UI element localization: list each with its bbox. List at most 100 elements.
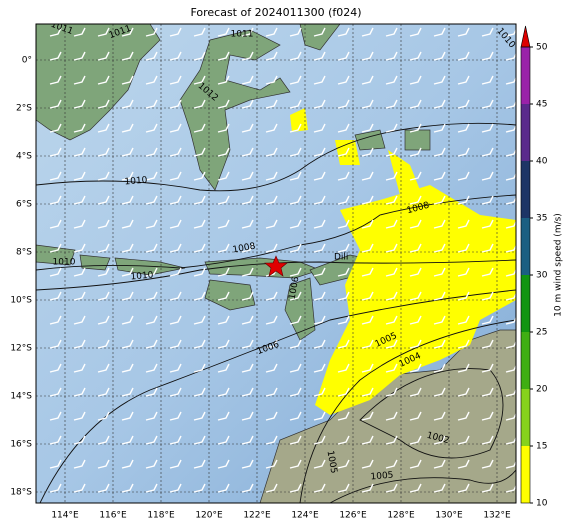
colorbar-segment — [521, 161, 530, 218]
wind-barb — [169, 99, 182, 109]
wind-barb — [241, 219, 254, 229]
wind-barb — [73, 51, 86, 61]
wind-barb — [169, 123, 182, 133]
colorbar-tick-label: 50 — [536, 43, 548, 53]
wind-barb — [241, 99, 254, 109]
wind-barb — [505, 100, 516, 109]
wind-barb — [145, 27, 158, 37]
wind-barb — [241, 291, 254, 301]
wind-barb — [145, 99, 158, 109]
wind-barb — [505, 28, 516, 37]
wind-barb — [73, 267, 86, 277]
wind-barb — [289, 363, 302, 373]
lon-label: 124°E — [291, 511, 319, 521]
wind-barb — [265, 483, 278, 493]
wind-barb — [121, 435, 134, 445]
wind-barb — [433, 363, 446, 373]
wind-barb — [337, 483, 350, 493]
lon-label: 120°E — [195, 511, 223, 521]
wind-barb — [313, 315, 326, 325]
wind-barb — [97, 411, 110, 421]
wind-barb — [337, 123, 350, 133]
wind-barb — [385, 411, 398, 421]
wind-barb — [145, 195, 158, 205]
wind-barb — [121, 459, 134, 469]
wind-barb — [409, 195, 422, 205]
wind-barb — [409, 387, 422, 397]
wind-barb — [289, 147, 302, 157]
wind-barb — [289, 171, 302, 181]
wind-barb — [313, 339, 326, 349]
wind-barb — [505, 148, 516, 157]
wind-barb — [265, 339, 278, 349]
wind-barb — [361, 483, 374, 493]
wind-barb — [337, 243, 350, 253]
wind-barb — [361, 435, 374, 445]
wind-barb — [97, 123, 110, 133]
wind-barb — [241, 51, 254, 61]
wind-barb — [241, 267, 254, 277]
colorbar-segment — [521, 218, 530, 275]
wind-barb — [409, 75, 422, 85]
wind-barb — [169, 459, 182, 469]
wind-barb — [49, 435, 62, 445]
colorbar-tick-label: 10 — [536, 499, 548, 509]
wind-barb — [337, 147, 350, 157]
wind-barb — [217, 27, 230, 37]
wind-barb — [433, 387, 446, 397]
wind-barb — [145, 75, 158, 85]
wind-barb — [121, 171, 134, 181]
wind-barb — [121, 147, 134, 157]
wind-barb — [73, 27, 86, 37]
wind-barb — [457, 51, 470, 61]
wind-barb — [49, 339, 62, 349]
wind-barb — [505, 172, 516, 181]
wind-barb — [265, 99, 278, 109]
wind-barb — [361, 243, 374, 253]
contour-label: 1010 — [124, 175, 148, 187]
wind-barb — [409, 435, 422, 445]
wind-barb — [73, 75, 86, 85]
lon-label: 132°E — [483, 511, 511, 521]
wind-barb — [481, 147, 494, 157]
lon-label: 128°E — [387, 511, 415, 521]
wind-barb — [505, 364, 516, 373]
contour-label: 1005 — [325, 450, 339, 474]
wind-barb — [337, 27, 350, 37]
wind-barb — [313, 411, 326, 421]
wind-barb — [409, 147, 422, 157]
wind-barb — [193, 315, 206, 325]
wind-barb — [433, 315, 446, 325]
wind-barb — [217, 51, 230, 61]
wind-barb — [433, 459, 446, 469]
wind-barb — [217, 459, 230, 469]
wind-barb — [49, 387, 62, 397]
wind-barb — [97, 99, 110, 109]
wind-barb — [433, 291, 446, 301]
lon-label: 116°E — [99, 511, 127, 521]
wind-barb — [121, 99, 134, 109]
wind-barb — [313, 75, 326, 85]
wind-barb — [481, 75, 494, 85]
contour-label: 1010 — [130, 270, 154, 282]
wind-barb — [145, 483, 158, 493]
wind-barb — [337, 435, 350, 445]
wind-barb — [73, 483, 86, 493]
wind-barb — [265, 459, 278, 469]
colorbar-extend — [520, 25, 531, 48]
isobars — [36, 122, 516, 503]
wind-barb — [145, 51, 158, 61]
wind-barb — [217, 435, 230, 445]
wind-barb — [433, 75, 446, 85]
wind-barb — [433, 123, 446, 133]
wind-barb — [73, 315, 86, 325]
wind-barb — [265, 315, 278, 325]
wind-barb — [505, 460, 516, 469]
wind-barb — [265, 147, 278, 157]
contour-label: 1011 — [231, 30, 254, 40]
wind-barb — [193, 483, 206, 493]
colorbar-tick-label: 45 — [536, 100, 547, 110]
wind-barb — [121, 219, 134, 229]
wind-barb — [409, 267, 422, 277]
wind-barb — [289, 51, 302, 61]
